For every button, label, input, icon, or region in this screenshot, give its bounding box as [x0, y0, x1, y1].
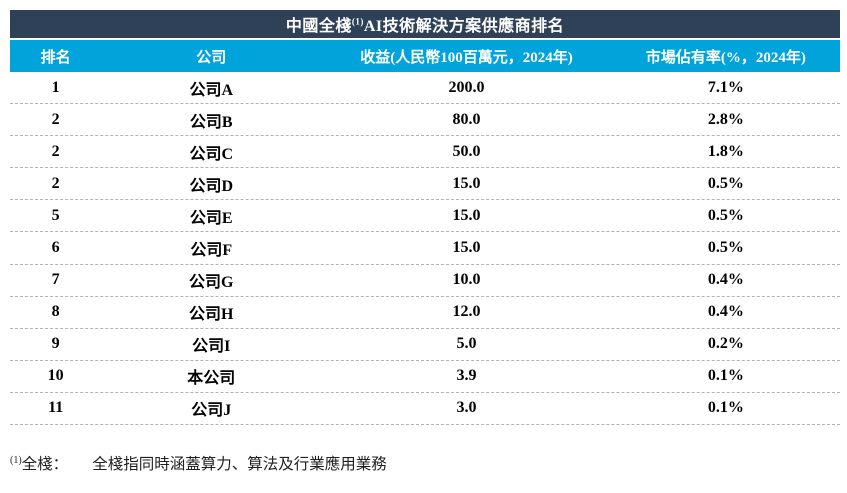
revenue-cell: 80.0	[452, 110, 481, 128]
table-row: 7 公司G 10.0 0.4%	[10, 265, 840, 297]
table-row: 2 公司B 80.0 2.8%	[10, 104, 840, 137]
market-share-cell: 0.1%	[707, 399, 744, 417]
footnote-label: 全棧：	[21, 456, 69, 473]
rank-cell: 10	[47, 367, 64, 385]
table-body: 1 公司A 200.0 7.1% 2 公司B 80.0 2.8% 2 公司C 5…	[10, 72, 840, 426]
rank-cell: 11	[48, 399, 64, 417]
market-share-cell: 0.5%	[707, 206, 744, 224]
company-cell: 公司C	[189, 145, 234, 163]
revenue-cell: 3.9	[456, 367, 477, 385]
table-row: 8 公司H 12.0 0.4%	[10, 297, 840, 329]
table-row: 10 本公司 3.9 0.1%	[10, 361, 840, 393]
company-cell: 公司H	[189, 306, 234, 324]
revenue-cell: 50.0	[452, 142, 481, 160]
rank-cell: 2	[51, 142, 60, 160]
rank-cell: 7	[51, 271, 60, 289]
company-cell: 本公司	[187, 370, 236, 388]
table-row: 1 公司A 200.0 7.1%	[10, 72, 840, 105]
rank-cell: 2	[51, 174, 60, 192]
table-title-bar: 中國全棧(1)AI技術解決方案供應商排名	[10, 10, 840, 38]
market-share-cell: 0.5%	[707, 239, 744, 257]
footnote-marker: (1)	[10, 454, 22, 466]
rank-cell: 9	[51, 335, 60, 353]
company-cell: 公司G	[189, 274, 234, 292]
company-cell: 公司F	[190, 242, 233, 260]
table-title: 中國全棧(1)AI技術解決方案供應商排名	[286, 12, 564, 36]
footnote: (1)全棧： 全棧指同時涵蓋算力、算法及行業應用業務	[10, 452, 387, 474]
revenue-cell: 200.0	[448, 78, 485, 96]
column-header-revenue: 收益(人民幣100百萬元，2024年)	[360, 49, 573, 66]
column-header-market-share: 市場佔有率(%，2024年)	[645, 49, 806, 66]
table-row: 5 公司E 15.0 0.5%	[10, 200, 840, 233]
ranking-table: 中國全棧(1)AI技術解決方案供應商排名 排名 公司 收益(人民幣100百萬元，…	[10, 10, 840, 426]
rank-cell: 1	[51, 78, 60, 96]
market-share-cell: 2.8%	[707, 110, 744, 128]
table-title-suffix: AI技術解決方案供應商排名	[363, 18, 565, 35]
market-share-cell: 0.5%	[707, 174, 744, 192]
market-share-cell: 0.4%	[707, 271, 744, 289]
rank-cell: 6	[51, 239, 60, 257]
table-row: 11 公司J 3.0 0.1%	[10, 393, 840, 426]
column-header-company: 公司	[196, 49, 227, 66]
table-row: 6 公司F 15.0 0.5%	[10, 232, 840, 265]
rank-cell: 8	[51, 303, 60, 321]
table-title-prefix: 中國全棧	[285, 18, 352, 35]
table-row: 2 公司D 15.0 0.5%	[10, 168, 840, 201]
revenue-cell: 10.0	[452, 271, 481, 289]
revenue-cell: 5.0	[456, 335, 477, 353]
rank-cell: 5	[51, 206, 60, 224]
revenue-cell: 15.0	[452, 174, 481, 192]
company-cell: 公司J	[191, 402, 232, 420]
footnote-text: 全棧指同時涵蓋算力、算法及行業應用業務	[92, 456, 387, 473]
market-share-cell: 0.2%	[707, 335, 744, 353]
table-row: 9 公司I 5.0 0.2%	[10, 329, 840, 361]
company-cell: 公司D	[189, 177, 234, 195]
table-header-row: 排名 公司 收益(人民幣100百萬元，2024年) 市場佔有率(%，2024年)	[10, 40, 840, 72]
company-cell: 公司B	[189, 113, 233, 131]
company-cell: 公司E	[189, 209, 233, 227]
market-share-cell: 0.4%	[707, 303, 744, 321]
revenue-cell: 15.0	[452, 239, 481, 257]
market-share-cell: 1.8%	[707, 142, 744, 160]
table-row: 2 公司C 50.0 1.8%	[10, 136, 840, 169]
revenue-cell: 3.0	[456, 399, 477, 417]
column-header-rank: 排名	[40, 49, 71, 66]
rank-cell: 2	[51, 110, 60, 128]
market-share-cell: 7.1%	[707, 78, 744, 96]
market-share-cell: 0.1%	[707, 367, 744, 385]
company-cell: 公司A	[189, 81, 234, 99]
company-cell: 公司I	[192, 338, 231, 356]
revenue-cell: 12.0	[452, 303, 481, 321]
table-title-superscript: (1)	[351, 16, 364, 27]
revenue-cell: 15.0	[452, 206, 481, 224]
